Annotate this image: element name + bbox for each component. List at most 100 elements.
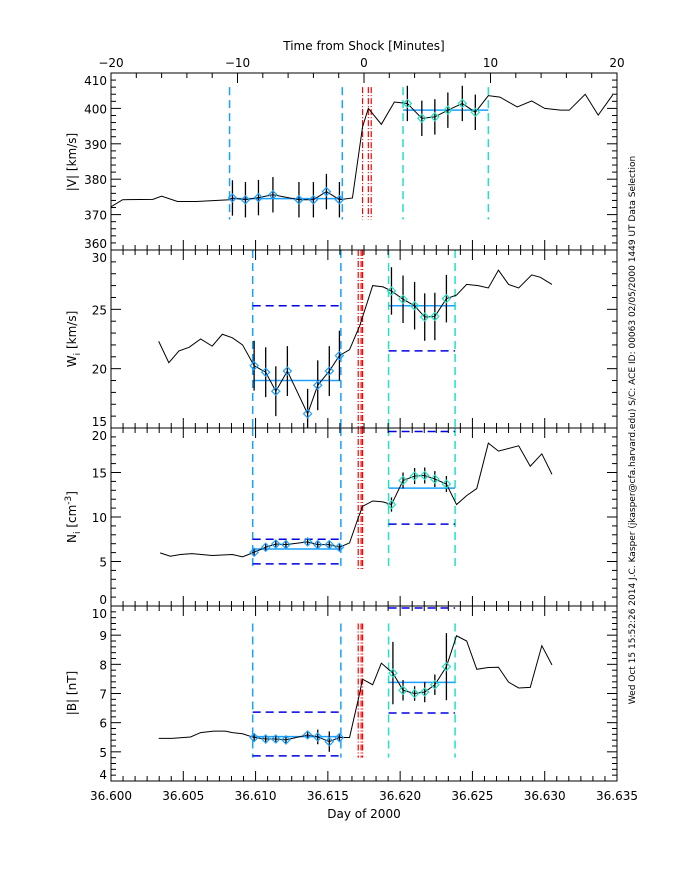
data-point-marker (416, 113, 427, 124)
panel-data (111, 85, 614, 220)
y-tick-label: 390 (84, 138, 107, 152)
data-point-marker (386, 286, 397, 296)
panel-1: 360 370 380 390 400 410 (84, 72, 618, 251)
data-point-marker (334, 542, 345, 553)
bottom-axis-title: Day of 2000 (327, 807, 400, 821)
data-point-marker (429, 679, 440, 690)
data-point-marker (268, 189, 278, 200)
data-point-marker (253, 192, 264, 203)
data-series-line (158, 269, 553, 416)
data-point-marker (441, 661, 452, 672)
data-point-marker (270, 539, 281, 549)
y-tick-label: 30 (92, 251, 107, 265)
panel-frame (110, 72, 618, 251)
ylabel-unit: [km/s] (65, 311, 79, 353)
y-tick-label: 370 (84, 209, 107, 223)
y-tick-label: 410 (84, 74, 107, 88)
data-point-marker (429, 311, 440, 322)
data-series-line (159, 442, 553, 558)
y-tick-label: 0 (99, 593, 107, 607)
data-point-marker (419, 687, 430, 697)
panel-3: 0 5 10 15 20 (92, 427, 618, 607)
data-point-marker (419, 312, 430, 322)
ylabel-sub: i (73, 353, 83, 356)
data-point-marker (388, 668, 398, 678)
x-tick-label: 36.600 (90, 789, 132, 803)
data-point-marker (441, 479, 452, 489)
data-point-marker (419, 470, 430, 481)
top-axis-tick-label: 10 (483, 56, 498, 70)
data-point-marker (324, 539, 335, 550)
data-point-marker (398, 685, 408, 696)
y-tick-label: 4 (99, 768, 107, 782)
data-point-marker (312, 539, 323, 550)
y-tick-label: 20 (92, 363, 107, 377)
y-tick-label: 25 (92, 303, 107, 317)
y-tick-label: 5 (99, 556, 107, 570)
data-point-marker (470, 107, 481, 118)
plot-layer: 3603703803904004101520253005101520456789… (84, 56, 638, 803)
side-note: Wed Oct 15 15:52:26 2014 J.C. Kasper (jk… (628, 156, 638, 704)
data-point-marker (312, 732, 323, 742)
y-tick-label: 6 (99, 717, 107, 731)
y-tick-label: 20 (92, 429, 107, 443)
data-point-marker (398, 294, 408, 305)
ylabel-sup: -3 (64, 496, 74, 505)
data-point-marker (334, 194, 345, 205)
ylabel-panel-2: Wi [km/s] (65, 311, 83, 368)
data-point-marker (324, 736, 335, 747)
top-axis-tick-label: −10 (225, 56, 250, 70)
panel-data (158, 250, 553, 428)
data-point-marker (429, 474, 440, 484)
panel-4: 4 5 6 7 8 9 10 (92, 605, 618, 782)
y-tick-label: 9 (99, 629, 107, 643)
data-point-marker (249, 732, 259, 743)
data-point-marker (409, 471, 420, 481)
data-point-marker (312, 380, 323, 391)
data-point-marker (270, 734, 281, 744)
data-point-marker (260, 542, 271, 553)
data-point-marker (281, 539, 291, 550)
y-tick-label: 7 (99, 688, 107, 702)
data-point-marker (386, 499, 397, 510)
x-tick-label: 36.625 (451, 789, 493, 803)
data-point-marker (302, 408, 313, 419)
data-point-marker (240, 194, 251, 205)
data-point-marker (260, 734, 271, 744)
y-tick-label: 360 (84, 237, 107, 251)
data-point-marker (334, 732, 345, 743)
ylabel-panel-3: Ni [cm-3] (64, 491, 83, 543)
ylabel-main: |V| (65, 175, 79, 191)
data-point-marker (398, 475, 408, 486)
panel-2: 15 20 25 30 (92, 249, 618, 429)
data-point-marker (302, 730, 313, 740)
top-axis-tick-label: −20 (98, 56, 123, 70)
data-point-marker (457, 98, 468, 109)
data-point-marker (260, 367, 271, 378)
data-point-marker (409, 300, 420, 311)
ylabel-main: W (65, 355, 79, 367)
ylabel-unit: [nT] (65, 671, 79, 699)
data-point-marker (402, 98, 413, 109)
y-tick-label: 15 (92, 415, 107, 429)
top-axis-tick-label: 0 (360, 56, 368, 70)
ylabel-unit: [km/s] (65, 133, 79, 175)
panel-frame (110, 249, 618, 429)
data-point-marker (302, 537, 313, 547)
ylabel-main: N (65, 534, 79, 543)
x-tick-label: 36.635 (596, 789, 638, 803)
data-point-marker (227, 193, 238, 203)
panel-data (158, 607, 553, 758)
x-tick-label: 36.615 (307, 789, 349, 803)
data-point-marker (441, 293, 452, 304)
data-point-marker (249, 547, 259, 558)
data-point-marker (334, 350, 345, 361)
ylabel-panel-1: |V| [km/s] (65, 133, 79, 191)
data-point-marker (429, 112, 440, 122)
ylabel-main: |B| (65, 699, 79, 715)
y-tick-label: 5 (99, 746, 107, 760)
top-axis-tick-label: 20 (609, 56, 624, 70)
data-point-marker (282, 366, 293, 376)
data-point-marker (321, 186, 332, 197)
